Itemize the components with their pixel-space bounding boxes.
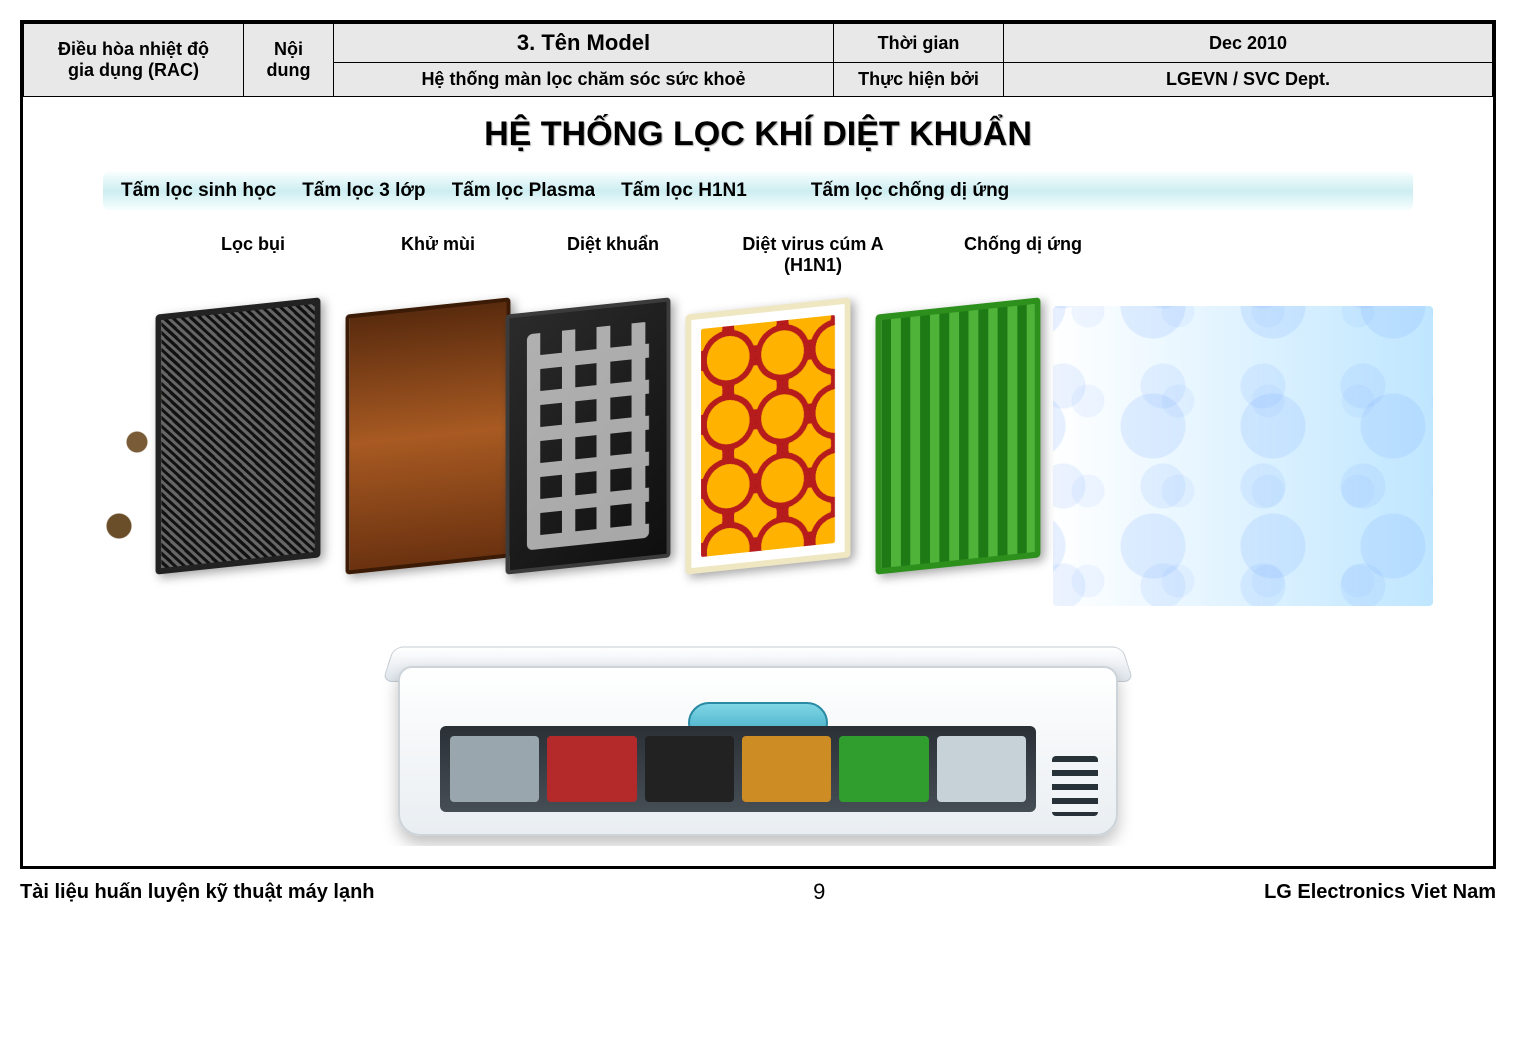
func-allergy: Chống dị ứng [933,234,1113,276]
time-label: Thời gian [834,24,1004,63]
tab-plasma-filter: Tấm lọc Plasma [452,180,596,202]
subtitle: Hệ thống màn lọc chăm sóc sức khoẻ [334,63,834,97]
page-footer: Tài liệu huấn luyện kỹ thuật máy lạnh 9 … [20,879,1496,905]
panel-dust-filter [156,297,321,574]
content-label-line2: dung [254,60,323,81]
ac-filter-5 [839,736,928,802]
ac-filter-4 [742,736,831,802]
ac-body [398,666,1118,836]
panel-triple-filter [346,297,511,574]
ac-filter-1 [450,736,539,802]
func-h1n1-line2: (H1N1) [713,255,913,276]
clean-air-icon [1053,306,1433,606]
panel-h1n1-filter [686,297,851,574]
ac-unit [398,636,1118,836]
ac-vents-icon [1052,756,1098,816]
footer-page-number: 9 [813,879,825,905]
time-value: Dec 2010 [1004,24,1493,63]
footer-right: LG Electronics Viet Nam [1264,881,1496,904]
panel-plasma-filter [506,297,671,574]
func-h1n1-line1: Diệt virus cúm A [713,234,913,255]
product-cell: Điều hòa nhiệt độ gia dụng (RAC) [24,24,244,97]
ac-filter-3 [645,736,734,802]
func-dust: Lọc bụi [163,234,343,276]
ac-filter-6 [937,736,1026,802]
model-title: 3. Tên Model [334,24,834,63]
header-table: Điều hòa nhiệt độ gia dụng (RAC) Nội dun… [23,23,1493,97]
tab-allergy-filter: Tấm lọc chống dị ứng [811,180,1009,202]
tab-h1n1-filter: Tấm lọc H1N1 [621,180,747,202]
content-label-cell: Nội dung [244,24,334,97]
tab-triple-filter: Tấm lọc 3 lớp [302,180,425,202]
func-steril: Diệt khuẩn [533,234,693,276]
content-area: HỆ THỐNG LỌC KHÍ DIỆT KHUẨN Tấm lọc sinh… [23,97,1493,866]
panel-allergy-filter [876,297,1041,574]
document-page: Điều hòa nhiệt độ gia dụng (RAC) Nội dun… [20,20,1496,869]
func-h1n1: Diệt virus cúm A (H1N1) [713,234,913,276]
filter-tabs: Tấm lọc sinh học Tấm lọc 3 lớp Tấm lọc P… [103,172,1413,210]
func-deodor: Khử mùi [363,234,513,276]
ac-filter-slot [440,726,1036,812]
main-heading: HỆ THỐNG LỌC KHÍ DIỆT KHUẨN [43,115,1473,154]
product-line2: gia dụng (RAC) [34,60,233,81]
ac-filter-2 [547,736,636,802]
tab-bio-filter: Tấm lọc sinh học [121,180,276,202]
content-label-line1: Nội [254,39,323,60]
footer-left: Tài liệu huấn luyện kỹ thuật máy lạnh [20,881,375,904]
by-value: LGEVN / SVC Dept. [1004,63,1493,97]
filter-diagram [83,286,1433,846]
function-labels: Lọc bụi Khử mùi Diệt khuẩn Diệt virus cú… [163,234,1413,276]
by-label: Thực hiện bởi [834,63,1004,97]
product-line1: Điều hòa nhiệt độ [34,39,233,60]
